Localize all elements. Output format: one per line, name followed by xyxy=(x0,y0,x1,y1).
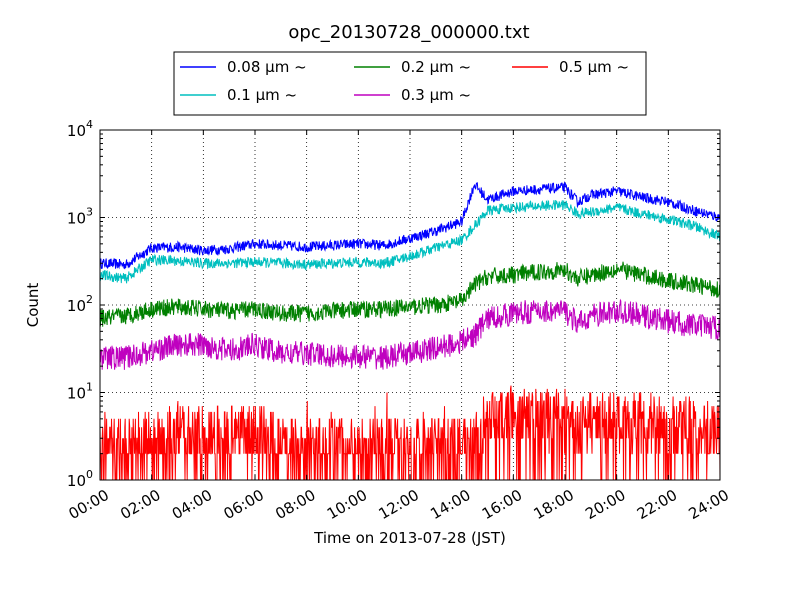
x-axis-label: Time on 2013-07-28 (JST) xyxy=(313,529,506,547)
x-tick-label: 24:00 xyxy=(686,486,732,523)
x-tick-label: 14:00 xyxy=(427,486,473,523)
y-tick-label: 102 xyxy=(67,293,93,315)
x-tick-label: 04:00 xyxy=(169,486,215,523)
legend-label: 0.1 μm ~ xyxy=(227,86,297,104)
y-tick-label: 101 xyxy=(67,381,93,403)
x-tick-label: 22:00 xyxy=(634,486,680,523)
x-tick-label: 12:00 xyxy=(376,486,422,523)
x-tick-label: 08:00 xyxy=(272,486,318,523)
series-line-4 xyxy=(99,385,721,481)
x-tick-label: 20:00 xyxy=(582,486,628,523)
legend-frame xyxy=(173,51,647,116)
series-line-1 xyxy=(99,199,721,284)
series-line-0 xyxy=(99,180,721,270)
x-tick-label: 16:00 xyxy=(479,486,525,523)
x-tick-label: 06:00 xyxy=(221,486,267,523)
x-tick-label: 00:00 xyxy=(66,486,112,523)
legend-label: 0.5 μm ~ xyxy=(559,58,629,76)
y-tick-label: 100 xyxy=(67,468,93,490)
y-tick-label: 103 xyxy=(67,206,93,228)
chart-title: opc_20130728_000000.txt xyxy=(288,22,529,43)
legend-label: 0.08 μm ~ xyxy=(227,58,307,76)
series-line-3 xyxy=(99,298,721,370)
legend-label: 0.3 μm ~ xyxy=(401,86,471,104)
legend: 0.08 μm ~ 0.1 μm ~ 0.2 μm ~ 0.3 μm ~ 0.5 μm … xyxy=(173,51,647,116)
x-tick-label: 18:00 xyxy=(531,486,577,523)
plot-area xyxy=(99,130,721,481)
y-tick-label: 104 xyxy=(67,118,93,140)
x-tick-label: 10:00 xyxy=(324,486,370,523)
y-axis-label: Count xyxy=(24,283,42,328)
legend-label: 0.2 μm ~ xyxy=(401,58,471,76)
series-line-2 xyxy=(99,261,721,327)
x-tick-label: 02:00 xyxy=(117,486,163,523)
